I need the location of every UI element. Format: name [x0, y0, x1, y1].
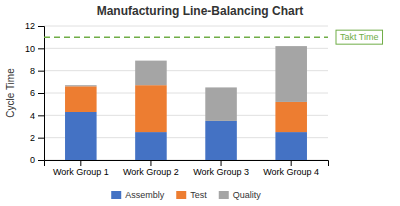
tick-label: 10	[25, 44, 35, 54]
bar	[275, 132, 307, 160]
tick-label: 8	[30, 66, 35, 76]
tick-mark	[38, 71, 44, 72]
tick-label: 0	[30, 155, 35, 165]
tick-mark	[80, 160, 81, 166]
bar	[135, 132, 167, 160]
tick: 8	[30, 66, 44, 76]
legend-label: Quality	[233, 190, 262, 200]
legend-label: Test	[190, 190, 207, 200]
x-axis: Work Group 1 Work Group 2 Work Group 3 Work…	[45, 160, 329, 177]
bar	[275, 102, 307, 132]
tick-label: 12	[25, 21, 35, 31]
tick: 12	[25, 21, 44, 31]
legend-swatch	[219, 191, 229, 199]
annotation-box	[336, 30, 383, 44]
series	[65, 46, 307, 121]
tick-label: Work Group 3	[193, 167, 249, 177]
legend-item: Quality	[219, 190, 262, 200]
y-axis: 0 2 4 6 8 10 12	[25, 21, 45, 165]
marks	[44, 37, 328, 160]
bar	[65, 85, 97, 86]
bar	[135, 61, 167, 86]
legend: Assembly Test Quality	[111, 190, 261, 200]
tick-mark	[38, 160, 44, 161]
series	[65, 112, 307, 160]
tick-label: 4	[30, 111, 35, 121]
tick-label: Work Group 2	[123, 167, 179, 177]
y-axis-title: Cycle Time	[5, 68, 16, 118]
tick: 0	[30, 155, 44, 165]
grid	[44, 26, 328, 160]
title: Manufacturing Line-Balancing Chart	[97, 4, 304, 18]
chart: 024681012Work Group 1Work Group 2Work Gr…	[0, 0, 400, 206]
tick-mark	[38, 138, 44, 139]
tick: 6	[30, 88, 44, 98]
bar	[205, 121, 237, 160]
tick-mark	[291, 160, 292, 166]
grid-line	[44, 26, 328, 27]
bar	[275, 46, 307, 102]
tick: Work Group 2	[123, 160, 179, 177]
tick-mark	[221, 160, 222, 166]
tick-label: 6	[30, 88, 35, 98]
annotation-label: Takt Time	[340, 32, 379, 42]
bar	[65, 86, 97, 112]
bar	[65, 112, 97, 160]
tick-mark	[38, 115, 44, 116]
tick-label: Work Group 4	[263, 167, 319, 177]
tick: Work Group 3	[193, 160, 249, 177]
tick-mark	[150, 160, 151, 166]
tick: 4	[30, 111, 44, 121]
legend-item: Assembly	[111, 190, 165, 200]
axis-domain	[45, 161, 329, 167]
legend-item: Test	[176, 190, 207, 200]
axis-domain	[38, 27, 45, 161]
tick: 10	[25, 44, 44, 54]
reference-line	[44, 36, 328, 38]
tick: Work Group 4	[263, 160, 319, 177]
tick-label: Work Group 1	[53, 167, 109, 177]
legend-swatch	[176, 191, 186, 199]
tick-label: 2	[30, 133, 35, 143]
legend-swatch	[111, 191, 121, 199]
bar	[135, 85, 167, 132]
plot: 024681012Work Group 1Work Group 2Work Gr…	[25, 21, 329, 177]
tick: Work Group 1	[53, 160, 109, 177]
bar	[205, 87, 237, 121]
annotation: Takt Time	[336, 30, 383, 44]
legend-label: Assembly	[125, 190, 165, 200]
series	[65, 85, 307, 132]
tick-mark	[38, 93, 44, 94]
tick-mark	[38, 26, 44, 27]
tick-mark	[38, 48, 44, 49]
tick: 2	[30, 133, 44, 143]
